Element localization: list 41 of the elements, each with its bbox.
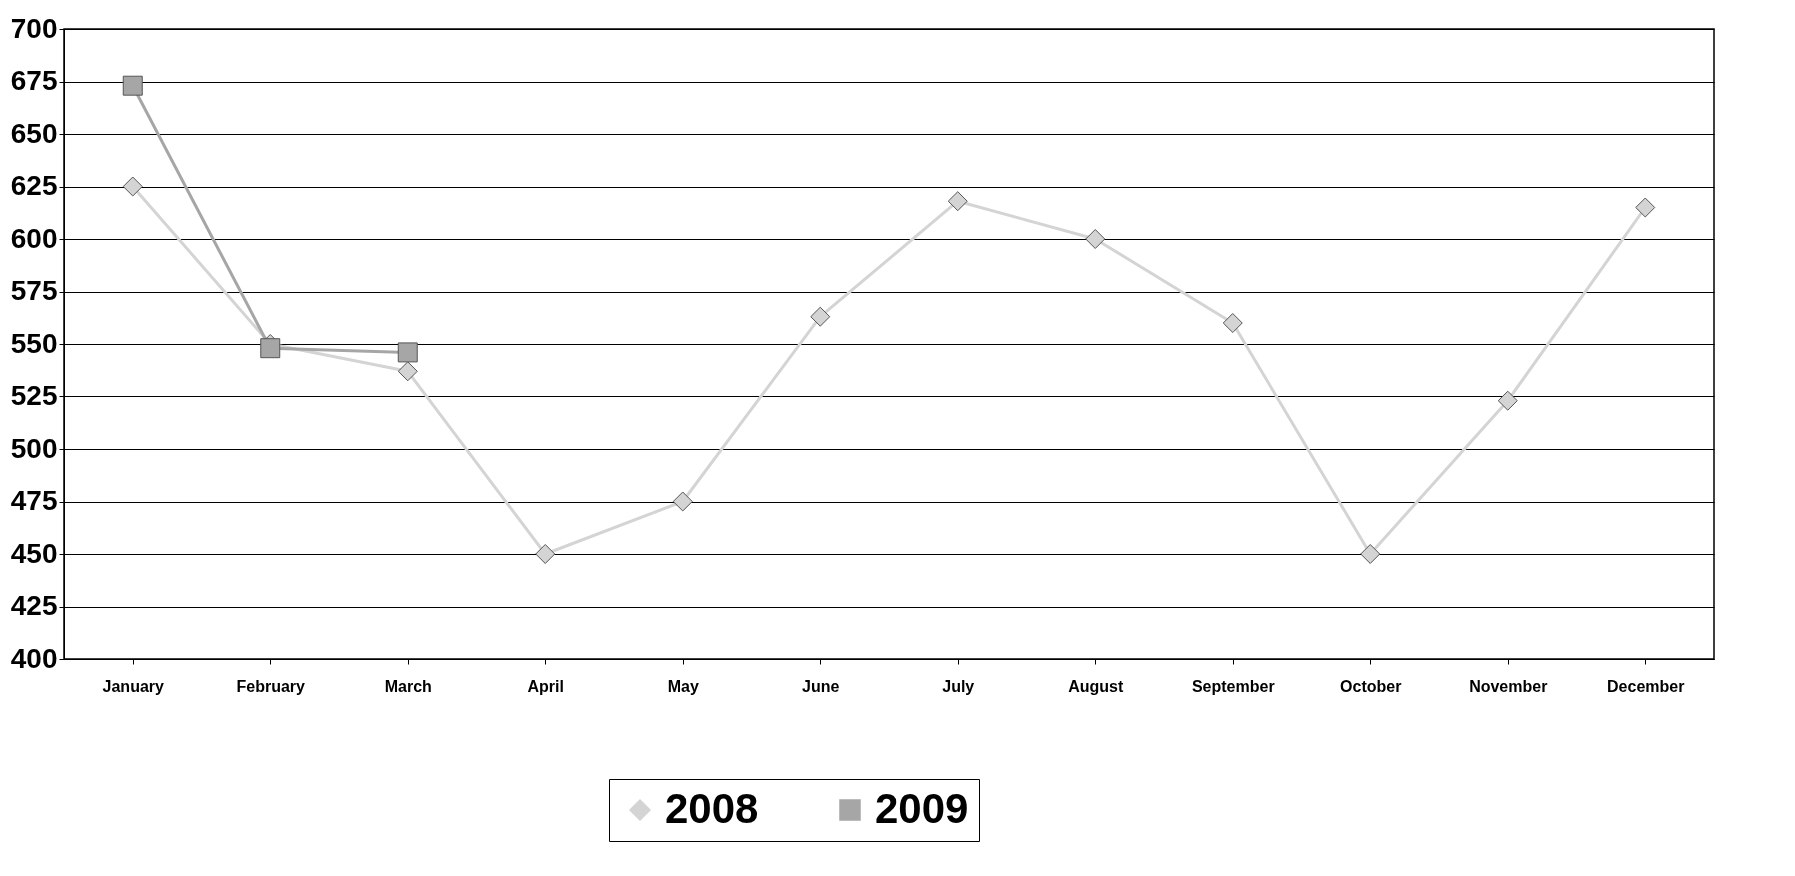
point [535,544,556,564]
x-tick-label: November [1469,677,1548,695]
legend-label: 2009 [875,785,969,832]
point [672,491,693,512]
x-tick-label: January [102,677,165,695]
y-tick-label: 625 [10,170,58,201]
x-tick-label: October [1340,677,1402,695]
x-tick-label: September [1191,677,1275,695]
y-tick-label: 700 [10,12,58,44]
x-tick-label: June [802,677,840,695]
y-tick-label: 650 [10,117,58,149]
y-tick-label: 450 [10,537,58,569]
x-tick-label: March [384,677,432,695]
point [947,191,968,212]
point [260,338,281,359]
point [810,306,831,327]
y-tick-label: 575 [10,275,58,306]
y-tick-label: 600 [10,222,58,254]
y-tick-label: 400 [10,642,58,674]
y-tick-label: 475 [10,485,58,516]
x-tick-label: December [1607,677,1685,695]
point [397,342,418,363]
point [122,176,143,197]
point [1222,313,1243,333]
x-tick-label: May [667,677,699,695]
x-tick-label: August [1068,677,1124,695]
x-tick-label: April [527,677,564,695]
legend-label: 2008 [665,785,759,832]
y-tick-label: 525 [10,380,58,411]
y-tick-label: 550 [10,327,58,359]
y-tick-label: 425 [10,590,58,621]
x-tick-label: July [942,677,975,695]
point [122,75,143,96]
point [1085,229,1106,249]
y-tick-label: 500 [10,432,58,464]
point [397,361,418,382]
x-tick-label: February [236,677,306,695]
y-tick-label: 675 [10,65,58,96]
point [1635,197,1656,218]
point [1497,390,1518,411]
point [1360,544,1381,564]
